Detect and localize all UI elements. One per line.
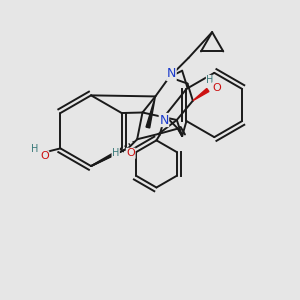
Text: O: O: [212, 83, 221, 93]
Text: N: N: [159, 113, 169, 127]
Polygon shape: [193, 88, 209, 101]
Text: O: O: [40, 151, 49, 161]
Text: H: H: [31, 145, 38, 154]
Polygon shape: [146, 96, 155, 128]
Text: H: H: [112, 148, 119, 158]
Text: N: N: [167, 68, 176, 80]
Text: O: O: [126, 148, 135, 158]
Text: H: H: [206, 75, 214, 85]
